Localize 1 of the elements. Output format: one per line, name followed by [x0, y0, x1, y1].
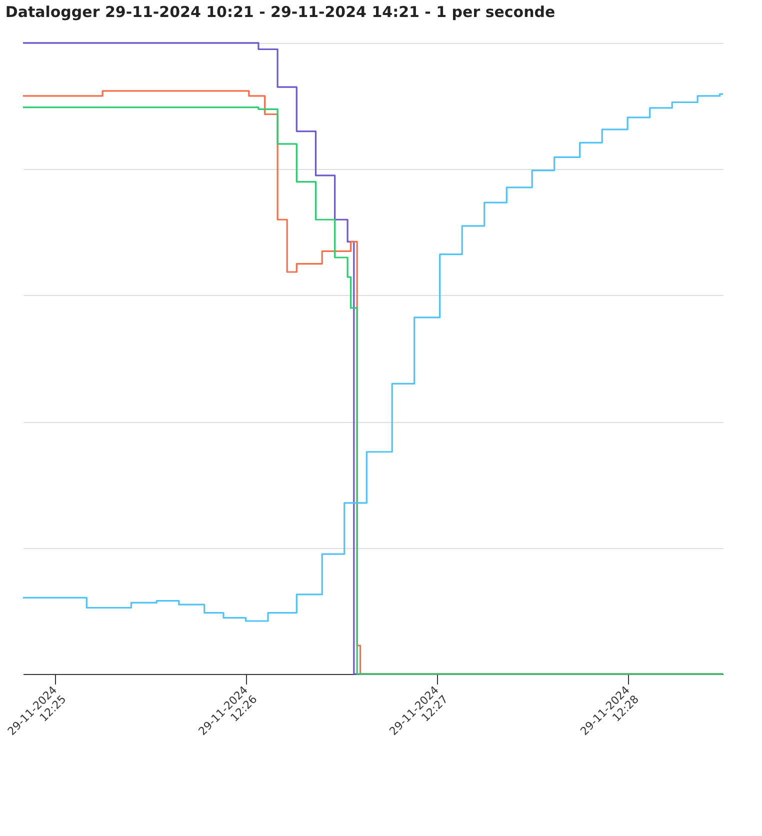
chart-title: Datalogger 29-11-2024 10:21 - 29-11-2024 14:21 - 1 per seconde: [5, 3, 556, 21]
